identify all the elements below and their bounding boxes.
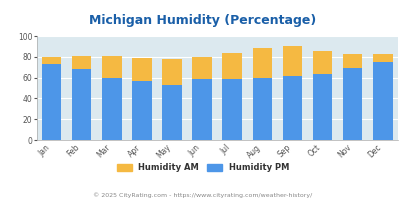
Bar <box>42 64 61 140</box>
Bar <box>282 46 302 76</box>
Bar <box>372 62 392 140</box>
Bar <box>312 74 332 140</box>
Bar <box>192 79 211 140</box>
Bar <box>72 56 91 69</box>
Bar <box>312 51 332 74</box>
Bar <box>342 68 362 140</box>
Bar <box>102 78 122 140</box>
Text: Michigan Humidity (Percentage): Michigan Humidity (Percentage) <box>89 14 316 27</box>
Bar <box>252 48 271 78</box>
Bar <box>342 54 362 68</box>
Bar <box>192 57 211 79</box>
Bar <box>42 57 61 64</box>
Bar <box>252 78 271 140</box>
Bar <box>282 76 302 140</box>
Bar <box>222 79 241 140</box>
Bar <box>102 56 122 78</box>
Bar <box>72 69 91 140</box>
Bar <box>372 54 392 62</box>
Legend: Humidity AM, Humidity PM: Humidity AM, Humidity PM <box>113 160 292 176</box>
Bar <box>132 81 151 140</box>
Bar <box>162 59 181 85</box>
Bar <box>162 85 181 140</box>
Text: © 2025 CityRating.com - https://www.cityrating.com/weather-history/: © 2025 CityRating.com - https://www.city… <box>93 192 312 198</box>
Bar <box>222 53 241 79</box>
Bar <box>132 58 151 81</box>
